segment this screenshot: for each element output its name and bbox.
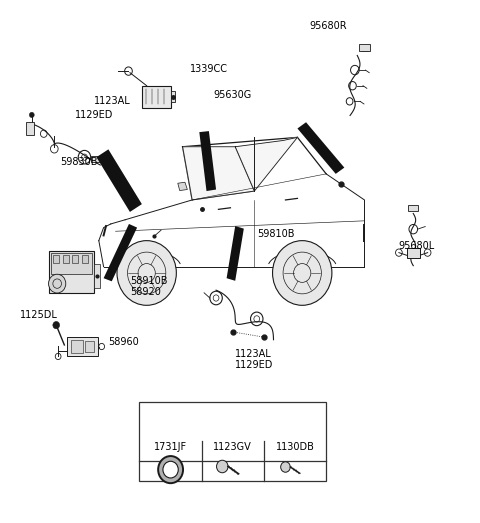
Text: 1125DL: 1125DL xyxy=(20,310,58,320)
Text: 58960: 58960 xyxy=(108,337,139,347)
Polygon shape xyxy=(96,150,142,212)
Polygon shape xyxy=(178,182,187,190)
Text: 1339CC: 1339CC xyxy=(190,63,228,74)
Circle shape xyxy=(273,241,332,305)
Bar xyxy=(91,156,100,163)
Polygon shape xyxy=(199,131,216,191)
Bar xyxy=(407,248,420,258)
Text: 95630G: 95630G xyxy=(214,89,252,99)
Text: 95680R: 95680R xyxy=(310,21,347,31)
Bar xyxy=(67,337,98,357)
Circle shape xyxy=(29,112,34,118)
Bar xyxy=(408,205,418,211)
Polygon shape xyxy=(235,138,298,191)
Polygon shape xyxy=(227,226,244,281)
Polygon shape xyxy=(298,122,344,174)
Bar xyxy=(48,251,94,293)
Text: 59830B: 59830B xyxy=(60,157,98,167)
Circle shape xyxy=(216,460,228,473)
Text: 1130DB: 1130DB xyxy=(276,442,314,452)
Text: 1129ED: 1129ED xyxy=(235,360,274,370)
Text: 1731JF: 1731JF xyxy=(154,442,187,452)
Text: 1129ED: 1129ED xyxy=(75,110,113,120)
Circle shape xyxy=(158,456,183,483)
Text: 1123AL: 1123AL xyxy=(235,349,272,359)
Polygon shape xyxy=(182,147,254,200)
Bar xyxy=(140,402,326,481)
Bar xyxy=(85,341,94,353)
Circle shape xyxy=(117,241,176,305)
Bar xyxy=(51,253,92,274)
Circle shape xyxy=(281,462,290,472)
Bar xyxy=(63,255,69,263)
Bar xyxy=(53,255,59,263)
Text: 95680L: 95680L xyxy=(398,241,434,251)
Bar xyxy=(142,86,170,108)
Bar xyxy=(82,255,88,263)
Bar xyxy=(94,264,100,288)
Text: 1123AL: 1123AL xyxy=(94,96,131,106)
Bar xyxy=(25,122,34,135)
Circle shape xyxy=(48,274,66,293)
Text: 58920: 58920 xyxy=(130,287,161,297)
Text: 1123GV: 1123GV xyxy=(214,442,252,452)
Bar xyxy=(72,255,78,263)
Bar xyxy=(359,44,370,51)
Text: 58910B: 58910B xyxy=(130,276,168,286)
Circle shape xyxy=(53,322,60,329)
Bar xyxy=(71,340,83,354)
Polygon shape xyxy=(104,224,137,281)
Bar xyxy=(170,91,175,103)
Text: 59810B: 59810B xyxy=(257,230,294,240)
Circle shape xyxy=(163,461,178,478)
